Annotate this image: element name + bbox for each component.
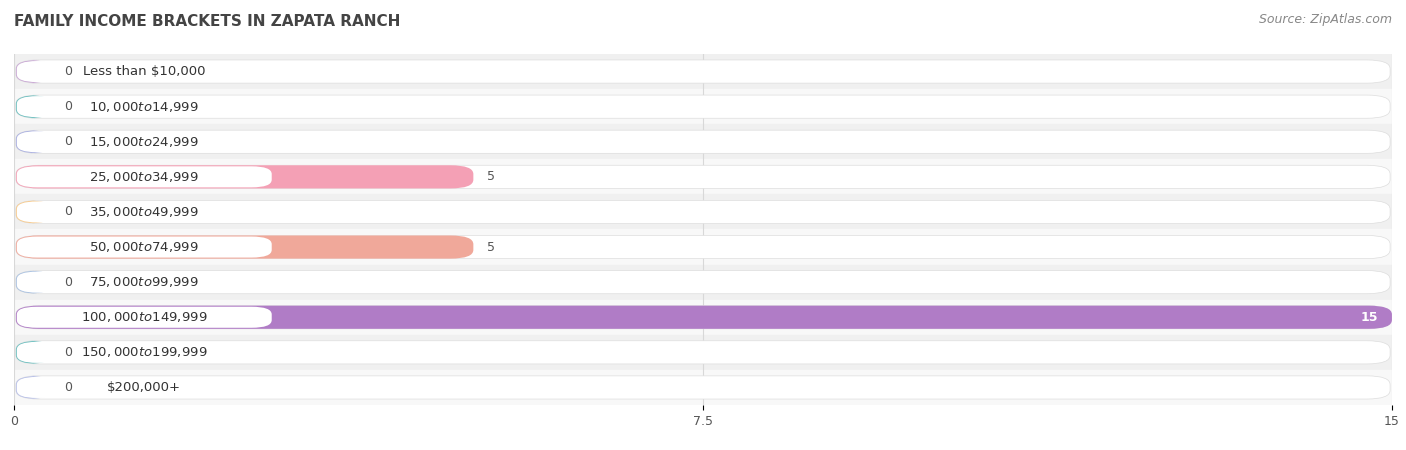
Bar (14, 54, 1392, 89)
FancyBboxPatch shape (15, 235, 1391, 259)
FancyBboxPatch shape (15, 235, 474, 259)
Text: Source: ZipAtlas.com: Source: ZipAtlas.com (1258, 14, 1392, 27)
FancyBboxPatch shape (17, 342, 271, 363)
FancyBboxPatch shape (15, 376, 51, 399)
Text: $200,000+: $200,000+ (107, 381, 181, 394)
Text: 0: 0 (65, 381, 73, 394)
Text: 0: 0 (65, 100, 73, 113)
Text: $15,000 to $24,999: $15,000 to $24,999 (90, 135, 200, 149)
FancyBboxPatch shape (15, 270, 1391, 294)
Text: 5: 5 (486, 171, 495, 183)
Bar (14, 89, 1392, 124)
Bar (14, 159, 1392, 194)
Bar (14, 124, 1392, 159)
Bar (14, 194, 1392, 230)
Bar (14, 300, 1392, 335)
FancyBboxPatch shape (15, 200, 1391, 224)
FancyBboxPatch shape (15, 341, 51, 364)
Bar (14, 265, 1392, 300)
FancyBboxPatch shape (15, 270, 51, 294)
FancyBboxPatch shape (15, 130, 1391, 153)
Bar (14, 370, 1392, 405)
FancyBboxPatch shape (15, 130, 51, 153)
Text: $150,000 to $199,999: $150,000 to $199,999 (82, 345, 208, 360)
FancyBboxPatch shape (15, 60, 51, 83)
Text: 0: 0 (65, 276, 73, 288)
FancyBboxPatch shape (17, 96, 271, 117)
Text: 0: 0 (65, 135, 73, 148)
Text: 0: 0 (65, 65, 73, 78)
FancyBboxPatch shape (17, 307, 271, 328)
Text: $50,000 to $74,999: $50,000 to $74,999 (90, 240, 200, 254)
Text: 0: 0 (65, 206, 73, 218)
FancyBboxPatch shape (17, 166, 271, 187)
FancyBboxPatch shape (15, 165, 1391, 189)
FancyBboxPatch shape (17, 202, 271, 222)
Text: Less than $10,000: Less than $10,000 (83, 65, 205, 78)
Text: $25,000 to $34,999: $25,000 to $34,999 (90, 170, 200, 184)
FancyBboxPatch shape (15, 95, 51, 118)
Text: $75,000 to $99,999: $75,000 to $99,999 (90, 275, 200, 289)
FancyBboxPatch shape (15, 341, 1391, 364)
Text: 15: 15 (1361, 311, 1378, 324)
Text: $35,000 to $49,999: $35,000 to $49,999 (90, 205, 200, 219)
Text: $100,000 to $149,999: $100,000 to $149,999 (82, 310, 208, 324)
Text: $10,000 to $14,999: $10,000 to $14,999 (90, 99, 200, 114)
FancyBboxPatch shape (15, 60, 1391, 83)
FancyBboxPatch shape (15, 165, 474, 189)
FancyBboxPatch shape (15, 306, 1392, 329)
Text: 0: 0 (65, 346, 73, 359)
Bar (14, 335, 1392, 370)
FancyBboxPatch shape (17, 61, 271, 82)
FancyBboxPatch shape (17, 272, 271, 292)
FancyBboxPatch shape (15, 200, 51, 224)
FancyBboxPatch shape (15, 376, 1391, 399)
FancyBboxPatch shape (15, 95, 1391, 118)
Text: 5: 5 (486, 241, 495, 253)
FancyBboxPatch shape (17, 237, 271, 257)
FancyBboxPatch shape (17, 377, 271, 398)
FancyBboxPatch shape (17, 131, 271, 152)
Text: FAMILY INCOME BRACKETS IN ZAPATA RANCH: FAMILY INCOME BRACKETS IN ZAPATA RANCH (14, 14, 401, 28)
Bar (14, 230, 1392, 265)
FancyBboxPatch shape (15, 306, 1391, 329)
